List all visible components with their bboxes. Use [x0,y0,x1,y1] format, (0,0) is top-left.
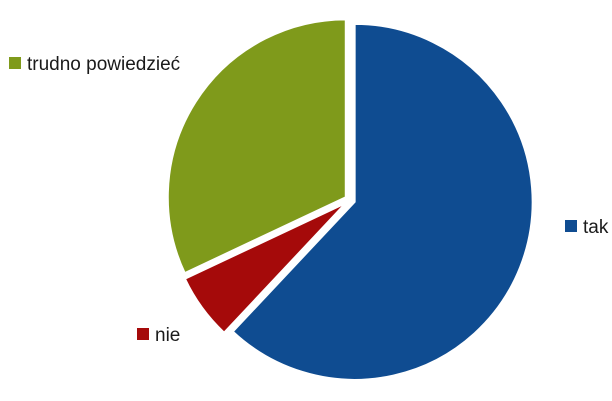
legend-label-nie: nie [155,325,180,346]
legend-item-trudno-powiedziec: trudno powiedzieć [9,54,180,75]
legend-label-trudno-powiedziec: trudno powiedzieć [27,54,180,75]
legend-swatch-trudno-powiedziec [9,57,21,69]
legend-swatch-tak [565,220,577,232]
legend-swatch-nie [137,328,149,340]
legend-item-tak: tak [565,217,609,238]
pie-slice-trudno-powiedziec [166,18,347,275]
legend-item-nie: nie [137,325,180,346]
legend-label-tak: tak [583,217,609,238]
pie-slice-nie [183,202,347,335]
pie-slices [166,18,534,381]
pie-slice-tak [231,22,534,381]
